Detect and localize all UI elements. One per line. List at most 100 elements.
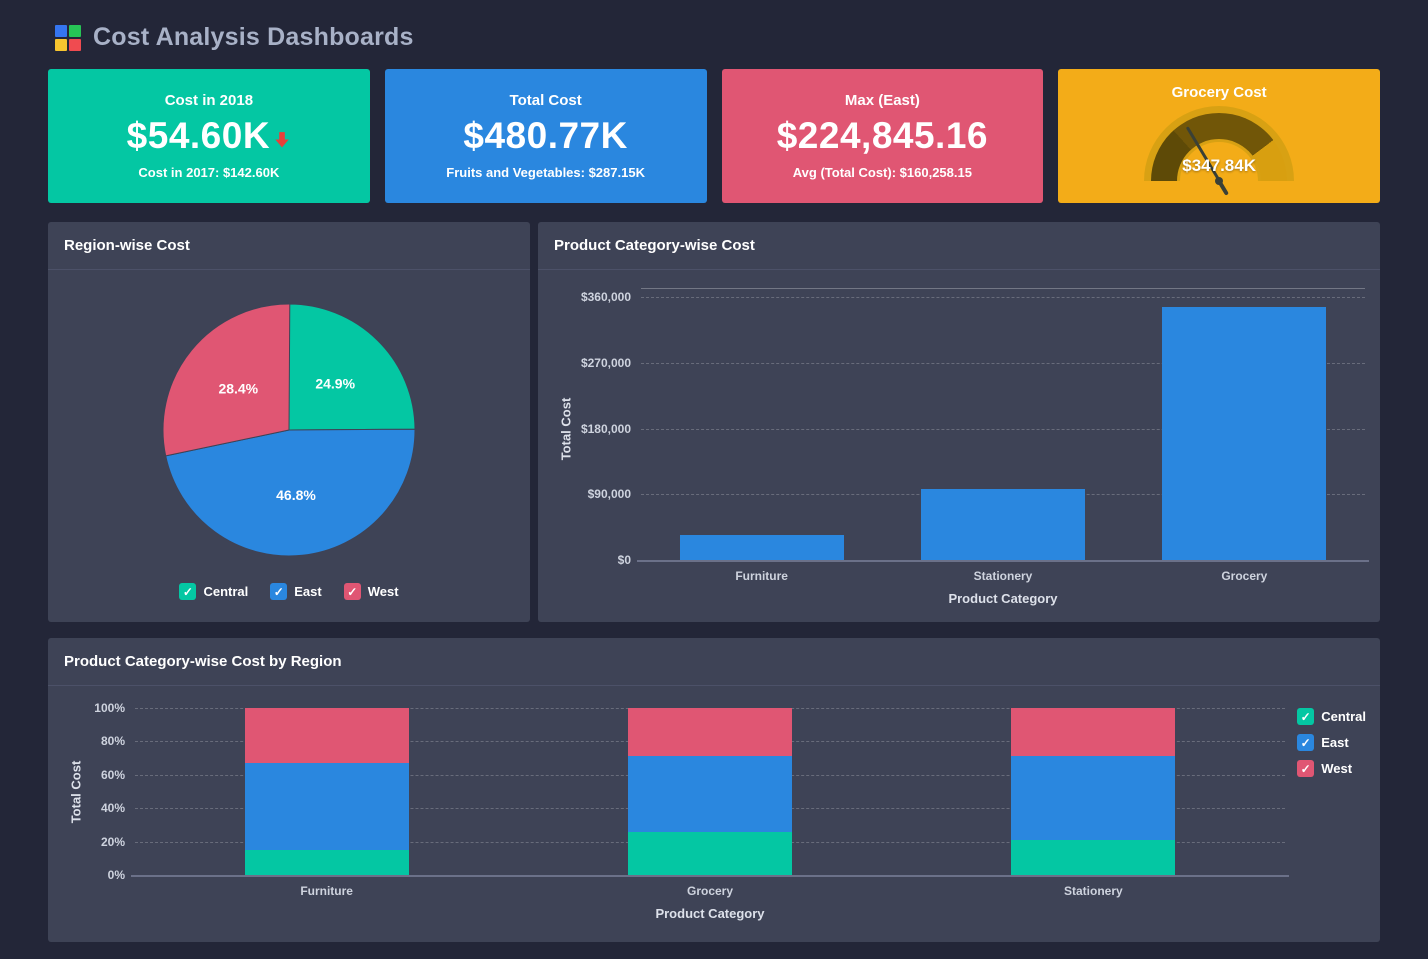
checkbox-checked-icon[interactable]: ✓	[343, 583, 361, 600]
legend-item-east[interactable]: ✓ East	[1297, 734, 1366, 751]
stack-segment-furniture-west[interactable]	[244, 708, 409, 764]
legend-label: West	[367, 584, 399, 599]
x-axis-category-label: Stationery	[973, 569, 1033, 583]
stack-segment-grocery-central[interactable]	[628, 831, 792, 875]
kpi-card-max-east: Max (East) $224,845.16 Avg (Total Cost):…	[721, 69, 1044, 203]
gauge-pivot	[1215, 177, 1224, 185]
checkbox-checked-icon[interactable]: ✓	[270, 583, 288, 600]
x-axis-category-label: Grocery	[1221, 569, 1268, 583]
x-axis-title: Product Category	[948, 591, 1058, 606]
pie-slice-west[interactable]	[162, 303, 291, 457]
legend-item-west[interactable]: ✓ West	[343, 583, 399, 600]
stack-segment-furniture-central[interactable]	[244, 849, 409, 875]
kpi-row: Cost in 2018 $54.60K Cost in 2017: $142.…	[48, 69, 1380, 203]
stack-segment-furniture-east[interactable]	[244, 763, 409, 850]
x-axis-category-label: Furniture	[300, 884, 353, 898]
legend-item-west[interactable]: ✓ West	[1297, 760, 1366, 777]
stack-segment-stationery-east[interactable]	[1011, 756, 1176, 840]
app-header: Cost Analysis Dashboards	[48, 0, 1380, 69]
legend-label: Central	[203, 584, 249, 599]
gauge-value: $347.84K	[1182, 156, 1256, 175]
pie-slice-east[interactable]	[165, 428, 416, 557]
y-axis-title: Total Cost	[558, 397, 574, 460]
kpi-title: Grocery Cost	[1171, 84, 1267, 101]
y-axis-tick-label: 100%	[94, 701, 125, 715]
bar-furniture[interactable]	[679, 535, 844, 560]
legend-label: East	[1321, 735, 1349, 750]
panel-region-wise-cost: Region-wise Cost 24.9% 46.8% 28.4% ✓ Centra…	[48, 222, 530, 622]
bar-grocery[interactable]	[1162, 307, 1327, 560]
bar-stationery[interactable]	[921, 489, 1085, 560]
y-axis-tick-label: 80%	[100, 734, 125, 749]
kpi-subtitle: Avg (Total Cost): $160,258.15	[792, 165, 972, 180]
kpi-card-cost-2018: Cost in 2018 $54.60K Cost in 2017: $142.…	[48, 69, 370, 203]
y-axis-tick-label: $0	[617, 553, 631, 567]
y-axis-tick-label: 60%	[100, 767, 125, 782]
legend-item-east[interactable]: ✓ East	[270, 583, 322, 600]
panel-title: Product Category-wise Cost by Region	[48, 638, 1380, 686]
kpi-value: $224,845.16	[776, 115, 988, 156]
region-pie-chart: 24.9% 46.8% 28.4%	[161, 302, 417, 563]
pie-chart-body: 24.9% 46.8% 28.4% ✓ Central ✓ East ✓ West	[48, 270, 530, 622]
legend-label: Central	[1321, 709, 1366, 724]
y-axis-tick-label: 0%	[107, 868, 125, 882]
y-axis-title: Total Cost	[68, 760, 84, 823]
checkbox-checked-icon[interactable]: ✓	[1297, 734, 1315, 751]
kpi-card-grocery-cost: Grocery Cost $347.84K	[1058, 69, 1380, 203]
pie-slice-label: 46.8%	[276, 487, 316, 503]
app-logo-icon	[55, 24, 81, 51]
kpi-subtitle: Fruits and Vegetables: $287.15K	[446, 165, 645, 180]
x-axis-category-label: Stationery	[1063, 884, 1123, 898]
stack-segment-grocery-west[interactable]	[628, 708, 792, 757]
panel-title: Region-wise Cost	[48, 222, 530, 270]
y-axis-tick-label: $360,000	[580, 290, 631, 304]
legend-label: East	[294, 584, 322, 599]
pie-slice-label: 28.4%	[218, 381, 258, 397]
grocery-cost-gauge: $347.84K	[1144, 106, 1295, 196]
legend-item-central[interactable]: ✓ Central	[179, 583, 248, 600]
y-axis-tick-label: $270,000	[580, 355, 631, 370]
x-axis-title: Product Category	[655, 906, 765, 921]
category-bar-chart: $0 $90,000 $180,000 $270,000 $360,000 Furnitu…	[538, 270, 1380, 622]
gridline	[641, 428, 1365, 430]
pie-slice-label: 24.9%	[315, 376, 355, 392]
panel-category-cost-by-region: Product Category-wise Cost by Region 0% 2…	[48, 638, 1380, 942]
x-axis-line	[637, 560, 1369, 562]
plot-top-border	[641, 288, 1365, 289]
checkbox-checked-icon[interactable]: ✓	[1297, 760, 1315, 777]
charts-row: Region-wise Cost 24.9% 46.8% 28.4% ✓ Centra…	[48, 222, 1380, 622]
pie-slice-central[interactable]	[288, 303, 416, 431]
kpi-value: $54.60K	[126, 115, 271, 156]
kpi-title: Max (East)	[844, 92, 920, 109]
logo-square-yellow	[55, 38, 67, 51]
checkbox-checked-icon[interactable]: ✓	[1297, 708, 1315, 725]
pie-svg: 24.9% 46.8% 28.4%	[162, 303, 416, 557]
stacked-bar-chart: 0% 20% 40% 60% 80% 100% Furniture Grocery Statio…	[48, 686, 1380, 942]
stack-segment-stationery-west[interactable]	[1011, 708, 1176, 757]
legend-label: West	[1321, 761, 1353, 776]
x-axis-line	[131, 875, 1289, 877]
stack-segment-grocery-east[interactable]	[628, 756, 792, 832]
kpi-title: Total Cost	[509, 92, 582, 109]
y-axis-tick-label: $90,000	[587, 487, 631, 502]
stack-segment-stationery-central[interactable]	[1011, 839, 1176, 875]
y-axis-tick-label: $180,000	[580, 421, 631, 436]
checkbox-checked-icon[interactable]: ✓	[179, 583, 197, 600]
panel-product-category-cost: Product Category-wise Cost $0 $90,000 $180…	[538, 222, 1380, 622]
x-axis-category-label: Furniture	[735, 569, 788, 583]
kpi-card-total-cost: Total Cost $480.77K Fruits and Vegetable…	[384, 69, 707, 203]
page-title: Cost Analysis Dashboards	[93, 23, 414, 51]
gridline	[641, 362, 1365, 364]
pie-legend: ✓ Central ✓ East ✓ West	[179, 583, 399, 600]
legend-item-central[interactable]: ✓ Central	[1297, 708, 1366, 725]
kpi-subtitle: Cost in 2017: $142.60K	[138, 165, 280, 180]
logo-square-blue	[55, 24, 67, 37]
y-axis-tick-label: 20%	[100, 834, 125, 849]
x-axis-category-label: Grocery	[686, 884, 734, 898]
y-axis-tick-label: 40%	[100, 801, 125, 816]
logo-square-green	[69, 24, 81, 37]
panel-title: Product Category-wise Cost	[538, 222, 1380, 270]
gridline	[641, 297, 1365, 298]
stacked-legend: ✓ Central ✓ East ✓ West	[1297, 708, 1366, 777]
